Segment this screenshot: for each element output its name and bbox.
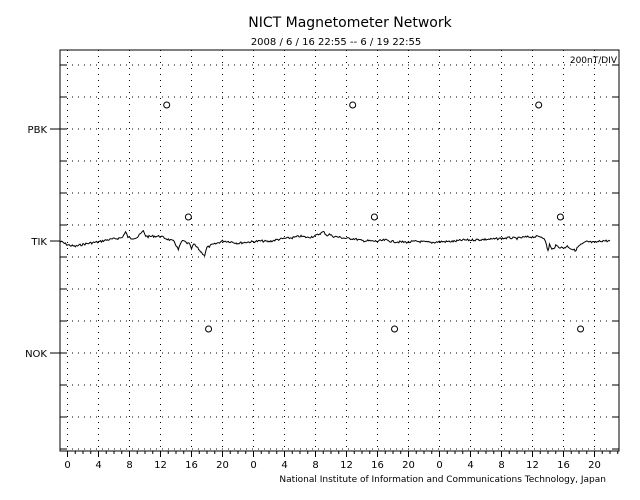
x-tick-label: 20 xyxy=(402,460,415,471)
chart-title: NICT Magnetometer Network xyxy=(248,15,452,31)
noon-marker-pbk xyxy=(163,101,171,109)
noon-marker-nok xyxy=(205,325,213,333)
x-tick-label: 20 xyxy=(588,460,601,471)
x-tick-label: 20 xyxy=(216,460,229,471)
scale-label: 200nT/DIV xyxy=(570,56,618,66)
footer-credit: National Institute of Information and Co… xyxy=(279,475,606,485)
x-tick-label: 0 xyxy=(250,460,256,471)
chart-subtitle: 2008 / 6 / 16 22:55 -- 6 / 19 22:55 xyxy=(251,37,421,48)
noon-marker-tik xyxy=(184,213,192,221)
station-labels: PBK TIK NOK xyxy=(25,125,60,360)
noon-marker-tik xyxy=(370,213,378,221)
x-tick-label: 16 xyxy=(371,460,384,471)
x-tick-label: 0 xyxy=(64,460,70,471)
station-label-nok: NOK xyxy=(25,349,47,360)
x-tick-label: 4 xyxy=(281,460,287,471)
axis-ticks xyxy=(60,64,619,457)
noon-marker-nok xyxy=(391,325,399,333)
x-tick-label: 12 xyxy=(340,460,353,471)
noon-marker-pbk xyxy=(535,101,543,109)
x-tick-label: 12 xyxy=(154,460,167,471)
x-tick-labels: 0 4 8 12 16 20 0 4 8 12 16 20 0 4 8 12 16 20 xyxy=(64,460,601,471)
station-label-pbk: PBK xyxy=(28,125,48,136)
noon-marker-pbk xyxy=(349,101,357,109)
x-tick-label: 16 xyxy=(185,460,198,471)
x-tick-label: 8 xyxy=(312,460,318,471)
x-tick-label: 8 xyxy=(126,460,132,471)
x-tick-label: 16 xyxy=(557,460,570,471)
noon-marker-tik xyxy=(556,213,564,221)
station-label-tik: TIK xyxy=(30,237,47,248)
plot-frame xyxy=(59,49,620,452)
grid-lines xyxy=(60,50,619,451)
x-tick-label: 4 xyxy=(95,460,101,471)
noon-markers xyxy=(163,101,585,333)
x-tick-label: 8 xyxy=(498,460,504,471)
x-tick-label: 4 xyxy=(467,460,473,471)
series-lines xyxy=(60,229,611,257)
series-line-tik xyxy=(60,229,611,257)
x-tick-label: 0 xyxy=(436,460,442,471)
noon-marker-nok xyxy=(577,325,585,333)
x-tick-label: 12 xyxy=(526,460,539,471)
